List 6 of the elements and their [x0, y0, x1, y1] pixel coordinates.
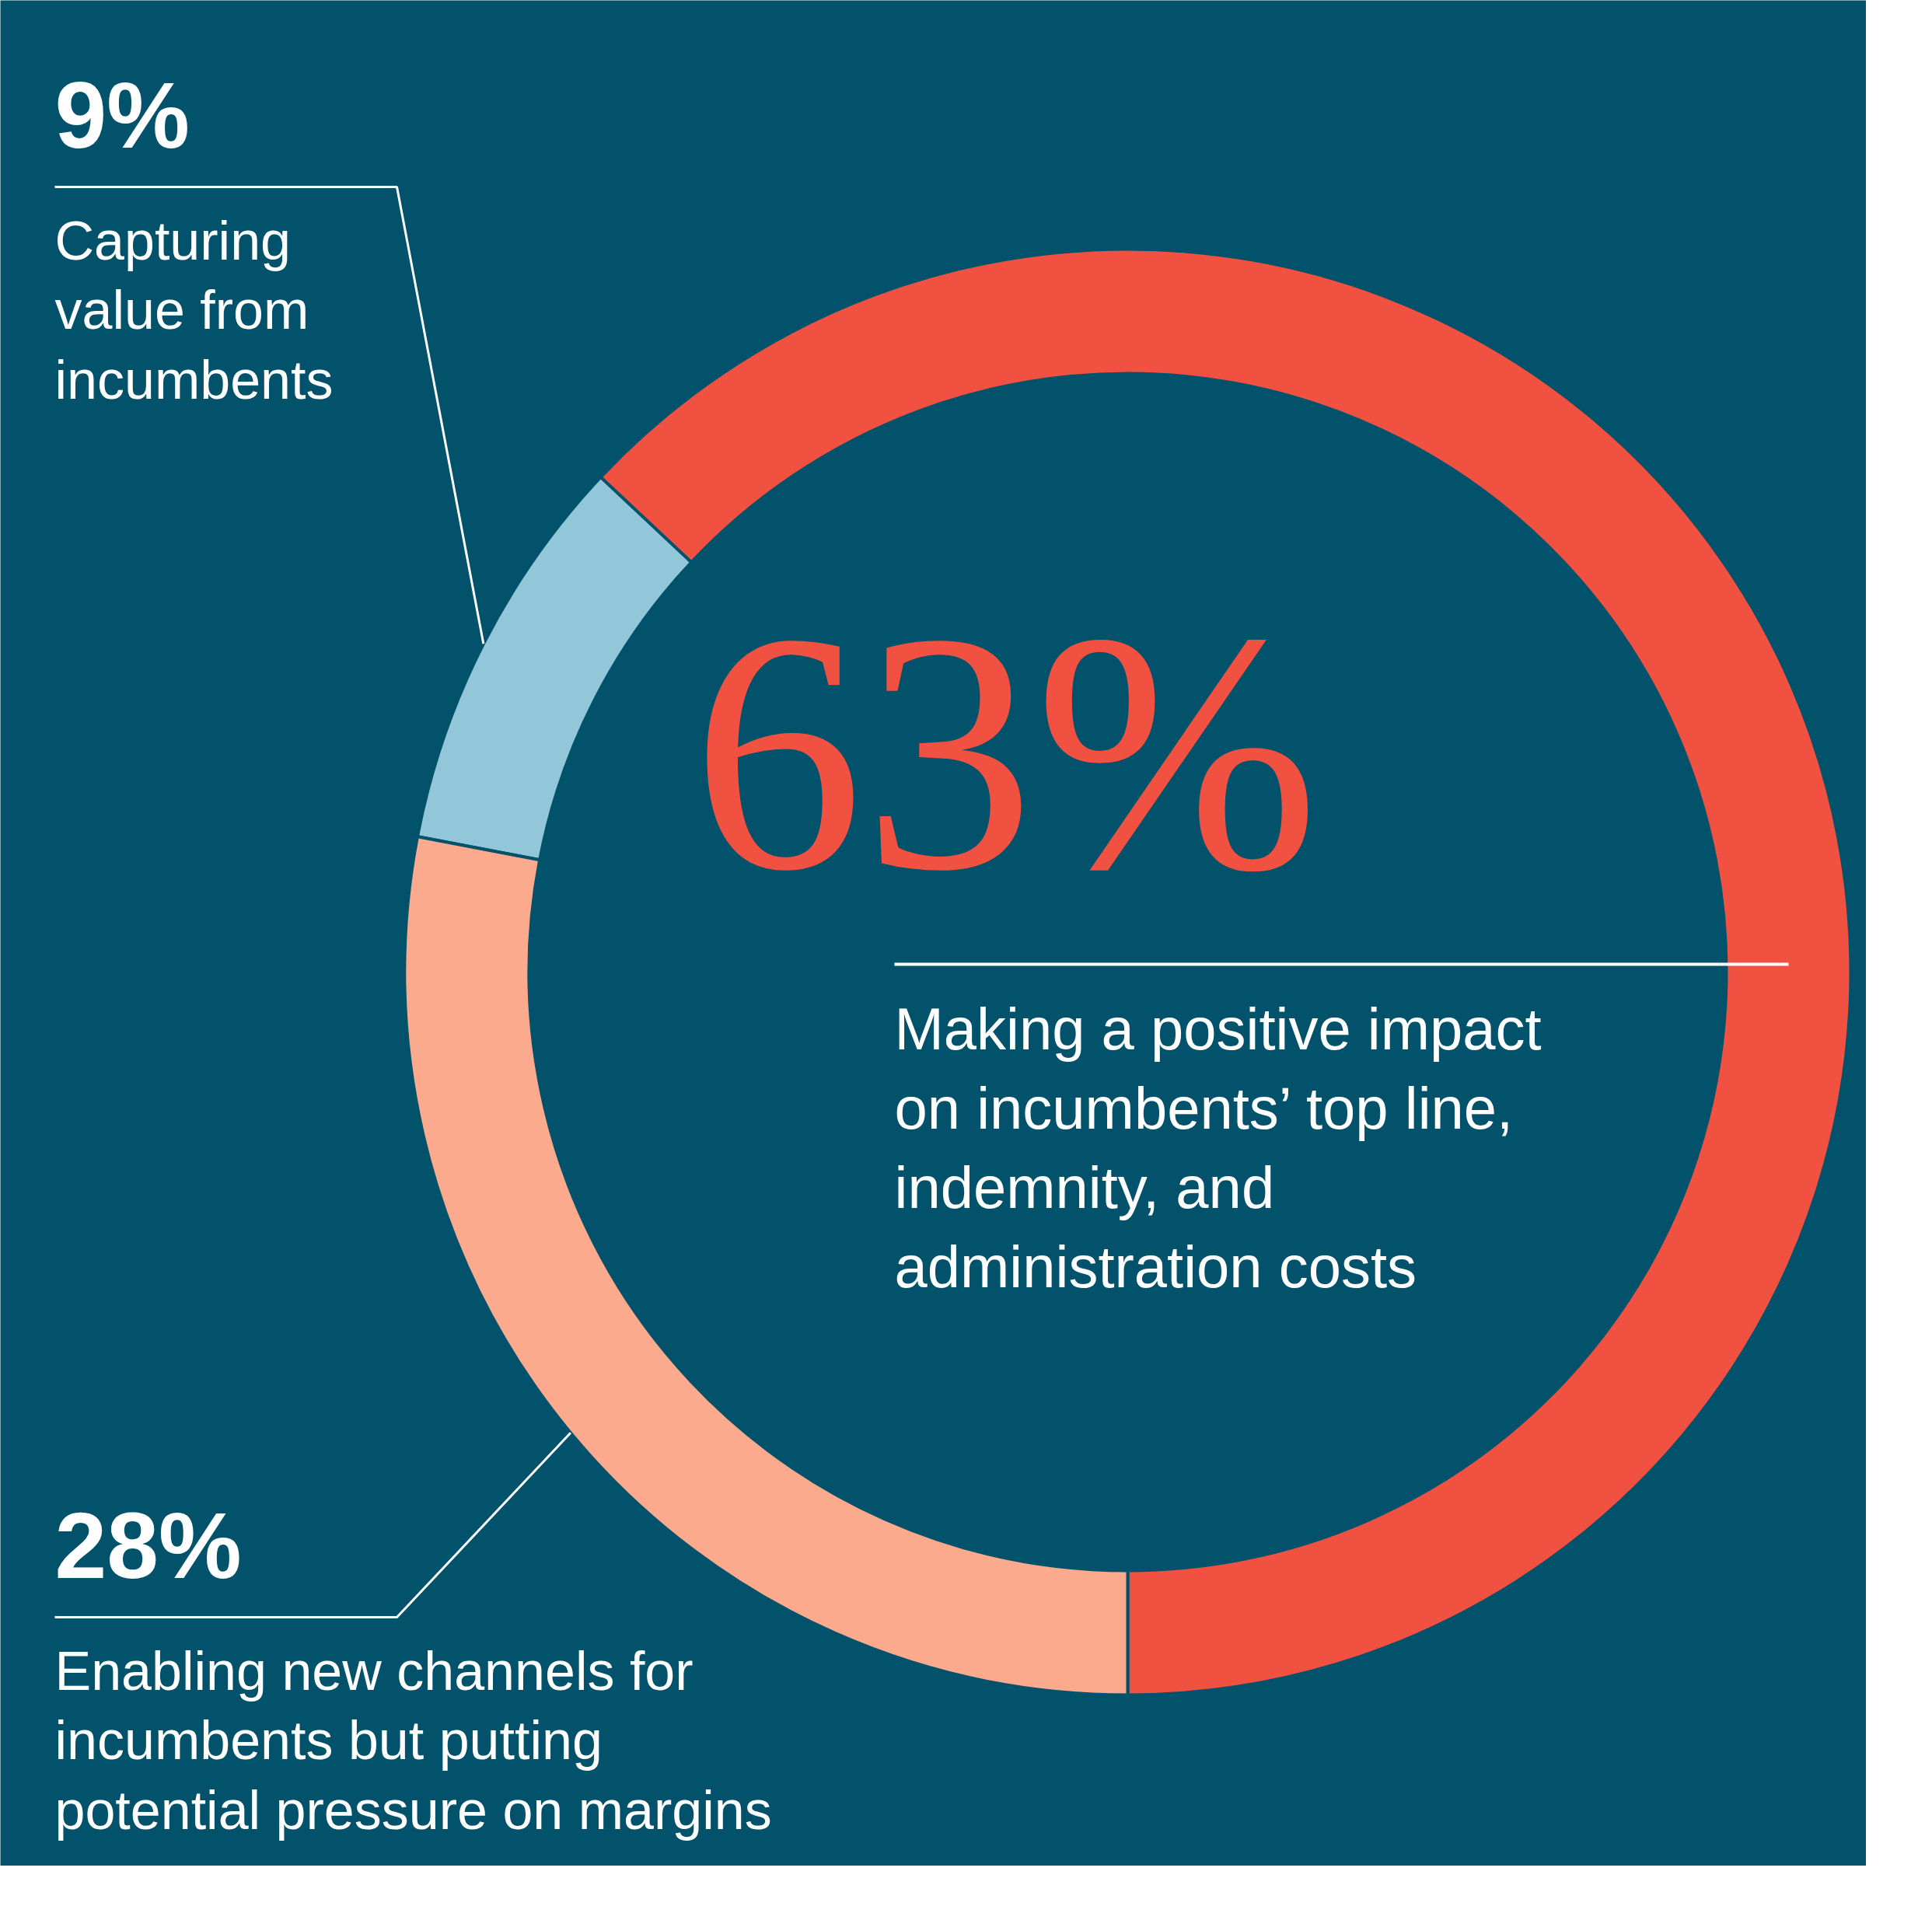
slice-label: Enabling new channels for incumbents but putting potential pressure on margins — [54, 1640, 772, 1841]
data-label: 28% — [54, 1492, 242, 1597]
data-label: 9% — [54, 62, 190, 167]
data-label: 63% — [692, 562, 1320, 941]
slice-label: Making a positive impact on incumbents’ top line, indemnity, and administration costs — [894, 995, 1542, 1300]
slice-label: Capturing value from incumbents — [54, 210, 334, 410]
